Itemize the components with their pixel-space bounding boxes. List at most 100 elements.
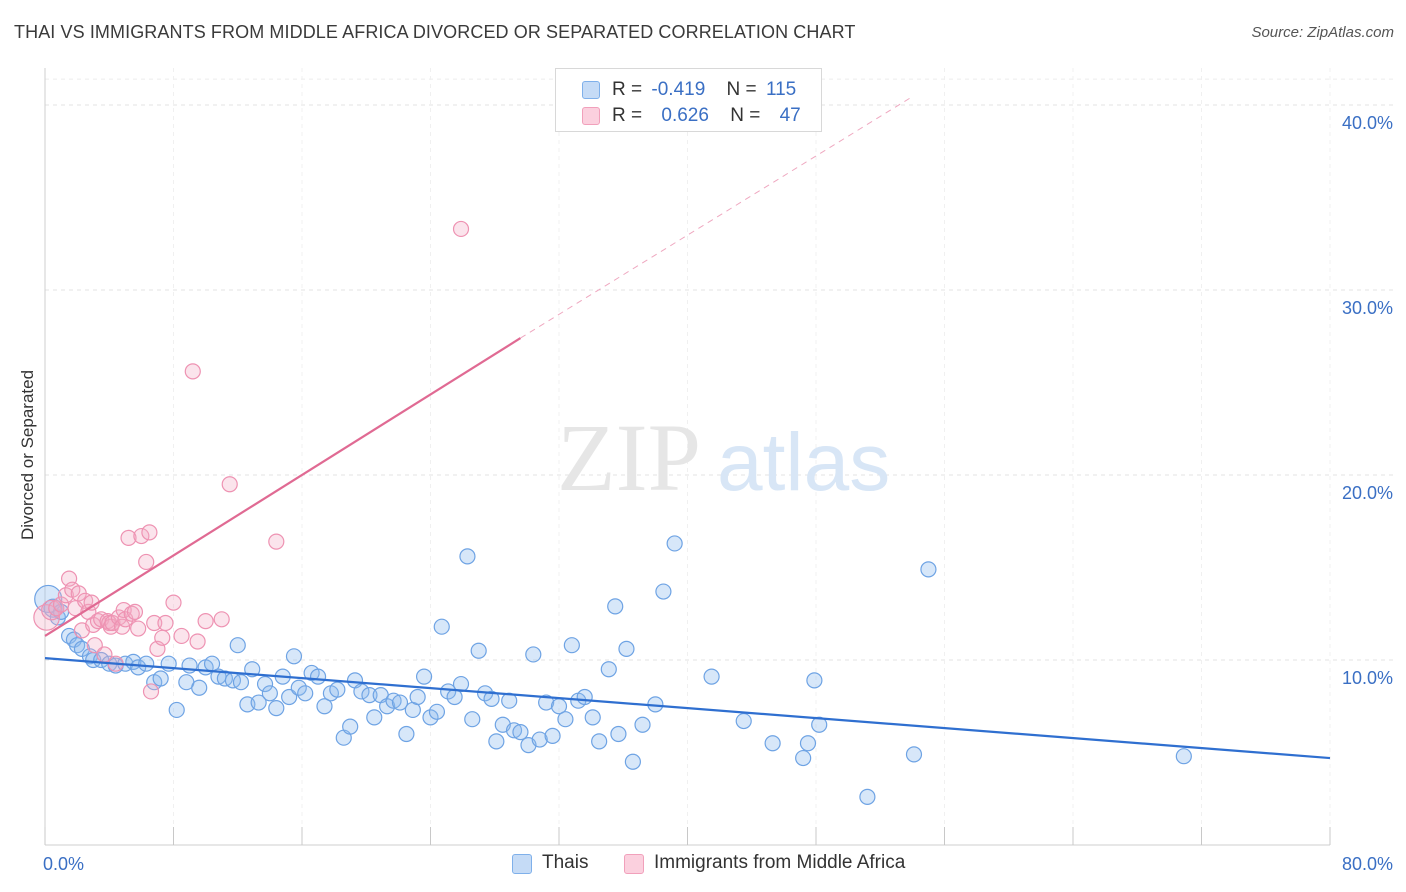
point-thais bbox=[398, 725, 415, 743]
legend-r-value: -0.419 bbox=[651, 79, 706, 100]
point-thais bbox=[290, 679, 307, 696]
point-middle-africa bbox=[197, 613, 214, 630]
legend-n-label: N = bbox=[730, 105, 761, 126]
point-thais bbox=[138, 655, 155, 672]
point-thais bbox=[799, 735, 817, 752]
point-thais bbox=[152, 670, 169, 687]
y-tick-label: 10.0% bbox=[1342, 668, 1393, 688]
series-label-thais: Thais bbox=[542, 852, 589, 873]
point-thais bbox=[666, 535, 683, 552]
point-thais bbox=[409, 688, 426, 706]
point-middle-africa bbox=[213, 611, 230, 628]
point-thais bbox=[168, 701, 185, 719]
point-thais bbox=[703, 668, 720, 685]
y-tick-label: 20.0% bbox=[1342, 483, 1393, 503]
point-thais bbox=[557, 711, 574, 728]
point-middle-africa bbox=[157, 614, 174, 632]
legend-n-value: 115 bbox=[765, 79, 797, 100]
point-middle-africa bbox=[146, 614, 163, 632]
trend-line-thais bbox=[44, 657, 1331, 760]
point-thais bbox=[470, 642, 487, 659]
point-thais bbox=[229, 637, 246, 654]
point-middle-africa bbox=[120, 529, 137, 547]
point-middle-africa bbox=[221, 476, 238, 493]
point-thais bbox=[624, 753, 641, 770]
series-swatch-thais bbox=[512, 854, 532, 874]
point-thais bbox=[591, 733, 608, 750]
legend-stats-thais: R = -0.419 N = 115 bbox=[612, 79, 796, 101]
point-middle-africa bbox=[184, 363, 201, 380]
point-middle-africa bbox=[33, 604, 60, 631]
legend-row-thais: R = -0.419 N = 115 bbox=[556, 77, 821, 103]
point-thais bbox=[361, 687, 378, 704]
trend-line-middle-africa bbox=[44, 337, 522, 637]
point-middle-africa bbox=[57, 587, 74, 604]
y-tick-label: 30.0% bbox=[1342, 298, 1393, 318]
correlation-legend: R = -0.419 N = 115 R = 0.626 N = 47 bbox=[555, 68, 822, 132]
point-thais bbox=[297, 685, 314, 702]
series-label-middle-africa: Immigrants from Middle Africa bbox=[654, 852, 906, 873]
point-thais bbox=[459, 548, 476, 565]
point-thais bbox=[285, 648, 303, 665]
point-middle-africa bbox=[173, 627, 190, 645]
watermark-atlas: atlas bbox=[717, 417, 890, 508]
point-thais bbox=[256, 675, 274, 693]
point-thais bbox=[584, 709, 601, 726]
legend-n-value: 47 bbox=[779, 105, 801, 126]
point-thais bbox=[1175, 748, 1192, 765]
series-legend: Thais Immigrants from Middle Africa bbox=[0, 852, 1406, 878]
point-middle-africa bbox=[165, 594, 182, 611]
point-middle-africa bbox=[189, 633, 206, 650]
point-thais bbox=[329, 681, 346, 698]
y-axis-label: Divorced or Separated bbox=[18, 369, 37, 541]
point-middle-africa bbox=[142, 683, 160, 700]
point-thais bbox=[250, 694, 267, 711]
point-thais bbox=[512, 724, 529, 741]
y-tick-label: 40.0% bbox=[1342, 113, 1393, 133]
point-thais bbox=[607, 598, 624, 615]
legend-r-label: R = bbox=[612, 105, 643, 126]
point-thais bbox=[342, 718, 359, 735]
point-thais bbox=[415, 668, 433, 685]
legend-r-value: 0.626 bbox=[661, 105, 709, 126]
point-thais bbox=[316, 698, 333, 715]
point-thais bbox=[634, 716, 651, 733]
legend-row-middle-africa: R = 0.626 N = 47 bbox=[556, 103, 821, 129]
point-thais bbox=[576, 688, 593, 706]
point-thais bbox=[655, 583, 672, 600]
point-thais bbox=[191, 679, 208, 696]
point-thais bbox=[905, 746, 923, 763]
watermark-zip: ZIP bbox=[557, 404, 701, 511]
point-thais bbox=[483, 690, 500, 707]
point-thais bbox=[488, 733, 505, 750]
point-thais bbox=[538, 694, 555, 711]
point-middle-africa bbox=[41, 599, 62, 621]
point-thais bbox=[859, 788, 876, 806]
point-middle-africa bbox=[154, 629, 171, 646]
point-thais bbox=[544, 727, 561, 744]
point-thais bbox=[379, 698, 396, 715]
point-thais bbox=[525, 646, 542, 663]
point-middle-africa bbox=[104, 614, 121, 632]
trend-lines bbox=[44, 97, 1331, 760]
point-middle-africa bbox=[130, 620, 147, 637]
legend-swatch-thais bbox=[582, 81, 600, 99]
point-middle-africa bbox=[141, 524, 158, 541]
legend-swatch-middle-africa bbox=[582, 107, 600, 125]
legend-r-label: R = bbox=[612, 79, 643, 100]
point-thais bbox=[366, 709, 383, 726]
x-tick-label: 0.0% bbox=[43, 854, 84, 874]
point-thais bbox=[422, 709, 439, 726]
point-thais bbox=[232, 674, 250, 691]
point-thais bbox=[735, 712, 752, 730]
point-thais bbox=[806, 672, 823, 689]
series-swatch-middle-africa bbox=[624, 854, 644, 874]
point-thais bbox=[353, 683, 370, 700]
point-thais bbox=[531, 731, 548, 748]
point-thais bbox=[130, 659, 147, 676]
point-thais bbox=[43, 598, 63, 618]
point-thais bbox=[428, 703, 446, 720]
x-tick-label: 80.0% bbox=[1342, 854, 1393, 874]
legend-stats-middle-africa: R = 0.626 N = 47 bbox=[612, 105, 801, 127]
